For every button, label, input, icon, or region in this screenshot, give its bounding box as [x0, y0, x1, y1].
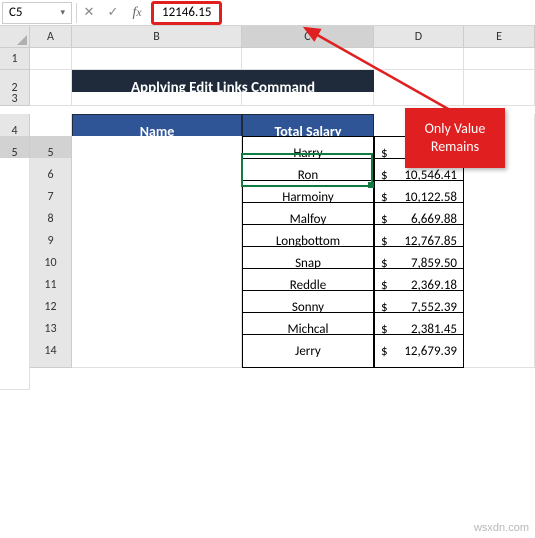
cell-B14[interactable]: Jerry — [242, 334, 374, 368]
check-icon[interactable]: ✓ — [101, 2, 125, 24]
row-header-14[interactable]: 14 — [30, 334, 72, 368]
formula-bar: C5 ▾ ✕ ✓ fx 12146.15 — [0, 0, 535, 26]
cell-name-text: Jerry — [295, 344, 321, 359]
cell-E3[interactable] — [464, 92, 535, 106]
cell-B3[interactable] — [72, 92, 242, 106]
cell-A14[interactable] — [72, 334, 242, 368]
currency-symbol: $ — [381, 344, 388, 359]
cancel-icon[interactable]: ✕ — [77, 2, 101, 24]
formula-highlight: 12146.15 — [151, 1, 222, 25]
col-header-C[interactable]: C — [242, 26, 374, 48]
select-all-corner[interactable] — [0, 26, 30, 48]
col-header-E[interactable]: E — [464, 26, 535, 48]
col-header-D[interactable]: D — [374, 26, 464, 48]
cell-C1[interactable] — [242, 48, 374, 70]
cell-A3[interactable] — [30, 92, 72, 106]
cell-C3[interactable] — [242, 92, 374, 106]
formula-input[interactable]: 12146.15 — [149, 2, 535, 24]
col-header-A[interactable]: A — [30, 26, 72, 48]
chevron-down-icon[interactable]: ▾ — [60, 7, 65, 18]
fx-icon[interactable]: fx — [125, 2, 149, 24]
cell-E14[interactable] — [0, 356, 30, 390]
callout-line2: Remains — [431, 138, 479, 155]
callout-box: Only Value Remains — [405, 108, 505, 168]
formula-value-text: 12146.15 — [162, 5, 211, 20]
watermark: wsxdn.com — [474, 522, 529, 534]
spreadsheet-grid[interactable]: A B C D E 1 2 Applying Edit Links Comman… — [0, 26, 535, 378]
cell-D3[interactable] — [374, 92, 464, 106]
row-header-1[interactable]: 1 — [0, 48, 30, 70]
name-box-value: C5 — [9, 5, 23, 20]
col-header-B[interactable]: B — [72, 26, 242, 48]
cell-D1[interactable] — [374, 48, 464, 70]
cell-A1[interactable] — [30, 48, 72, 70]
cell-D14[interactable] — [464, 334, 535, 368]
cell-C14[interactable]: $12,679.39 — [374, 334, 464, 368]
callout-line1: Only Value — [425, 120, 486, 137]
salary-amount: 12,679.39 — [404, 344, 457, 359]
row-header-3[interactable]: 3 — [0, 92, 30, 106]
cell-B1[interactable] — [72, 48, 242, 70]
cell-E1[interactable] — [464, 48, 535, 70]
name-box[interactable]: C5 ▾ — [2, 2, 72, 24]
